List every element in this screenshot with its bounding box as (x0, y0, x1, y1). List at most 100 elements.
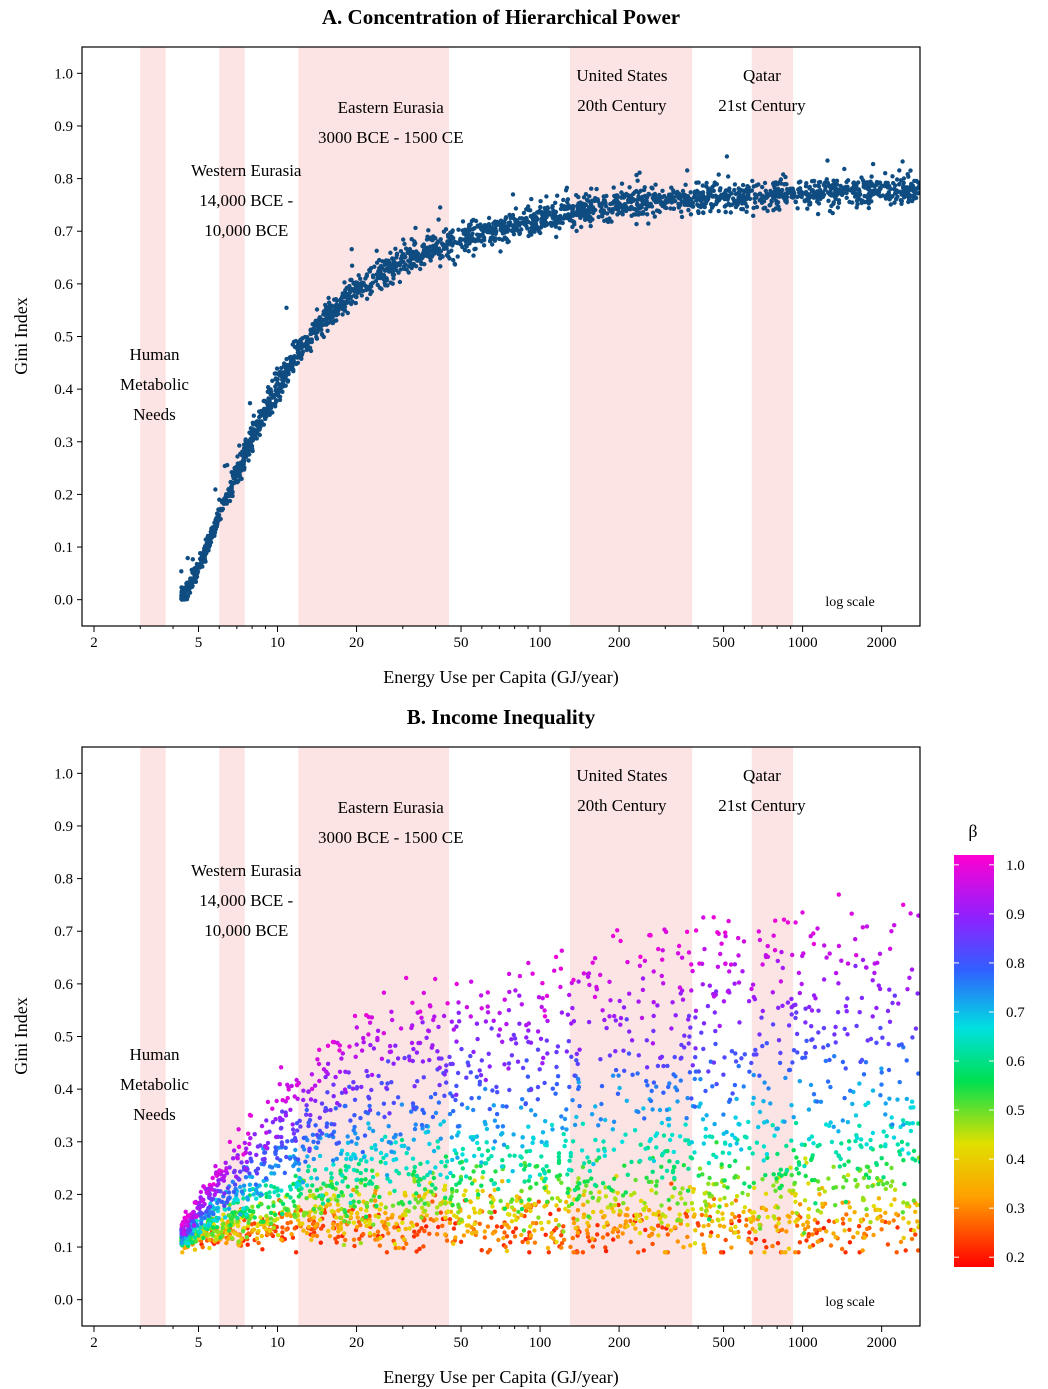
data-point (695, 197, 700, 202)
data-point (529, 196, 534, 202)
data-point (546, 1190, 551, 1195)
data-point (806, 197, 811, 202)
data-point (701, 1141, 706, 1146)
data-point (479, 1153, 485, 1158)
data-point (610, 1127, 615, 1132)
data-point (490, 1204, 495, 1209)
era-band (140, 747, 166, 1326)
data-point (482, 1119, 487, 1125)
data-point (696, 180, 701, 185)
data-point (587, 1159, 592, 1165)
data-point (542, 1171, 547, 1176)
data-point (505, 1145, 510, 1150)
data-point (514, 218, 519, 223)
data-point (675, 1239, 680, 1244)
data-point (588, 223, 593, 229)
data-point (908, 1128, 914, 1134)
data-point (895, 1142, 900, 1147)
data-point (806, 1107, 812, 1112)
data-point (884, 1133, 889, 1139)
data-point (438, 256, 443, 261)
data-point (251, 1227, 257, 1232)
data-point (403, 1226, 408, 1232)
data-point (415, 1079, 420, 1084)
data-point (715, 1209, 720, 1215)
data-point (424, 1123, 429, 1129)
data-point (855, 1166, 860, 1171)
data-point (622, 1068, 627, 1074)
data-point (615, 1190, 620, 1196)
data-point (684, 1116, 689, 1121)
data-point (414, 1191, 419, 1196)
data-point (264, 1213, 269, 1219)
data-point (314, 334, 319, 340)
data-point (487, 1247, 493, 1253)
data-point (645, 212, 650, 217)
data-point (855, 202, 860, 207)
data-point (667, 1081, 672, 1086)
data-point (354, 294, 359, 300)
data-point (253, 1182, 259, 1187)
data-point (400, 1220, 405, 1226)
era-band (569, 47, 693, 626)
data-point (670, 1132, 675, 1138)
data-point (471, 253, 476, 258)
data-point (764, 1245, 769, 1250)
data-point (464, 227, 469, 233)
data-point (485, 223, 490, 228)
data-point (297, 1118, 302, 1124)
data-point (623, 1132, 628, 1137)
data-point (652, 214, 657, 219)
data-point (578, 215, 583, 220)
data-point (703, 1126, 708, 1132)
data-point (271, 1203, 276, 1209)
data-point (608, 201, 613, 207)
data-point (469, 1181, 475, 1186)
data-point (453, 1235, 458, 1240)
data-point (602, 1153, 607, 1159)
data-point (568, 1154, 573, 1159)
data-point (577, 1193, 582, 1199)
data-point (427, 1231, 432, 1237)
data-point (706, 1160, 712, 1166)
data-point (383, 283, 388, 288)
data-point (526, 1197, 532, 1202)
era-bands-b (140, 747, 794, 1326)
data-point (470, 226, 476, 232)
data-point (771, 1214, 777, 1219)
data-point (792, 194, 797, 199)
data-point (186, 1241, 191, 1246)
data-point (369, 1145, 374, 1151)
data-point (669, 200, 674, 205)
data-point (363, 1109, 368, 1115)
data-point (630, 1072, 635, 1078)
data-point (862, 1235, 867, 1240)
data-point (469, 234, 474, 240)
data-point (237, 469, 242, 474)
data-point (410, 253, 416, 259)
data-point (916, 1155, 920, 1160)
data-point (615, 1234, 621, 1239)
data-point (534, 1221, 539, 1226)
data-point (288, 1195, 293, 1200)
data-point (181, 594, 186, 600)
data-point (520, 1239, 525, 1245)
data-point (383, 1134, 388, 1140)
data-point (580, 1121, 586, 1127)
data-point (231, 1189, 237, 1195)
data-point (561, 1229, 566, 1234)
data-point (230, 1210, 235, 1215)
data-point (543, 1232, 548, 1238)
data-point (257, 1183, 262, 1188)
data-point (525, 1074, 531, 1079)
data-point (761, 1158, 766, 1163)
data-point (699, 1206, 704, 1212)
data-point (349, 1210, 354, 1216)
data-point (340, 1173, 345, 1178)
data-point (883, 1142, 888, 1147)
data-point (306, 1224, 311, 1230)
data-point (269, 1183, 274, 1189)
data-point (280, 384, 286, 389)
data-point (507, 1153, 512, 1158)
data-point (441, 1119, 446, 1124)
